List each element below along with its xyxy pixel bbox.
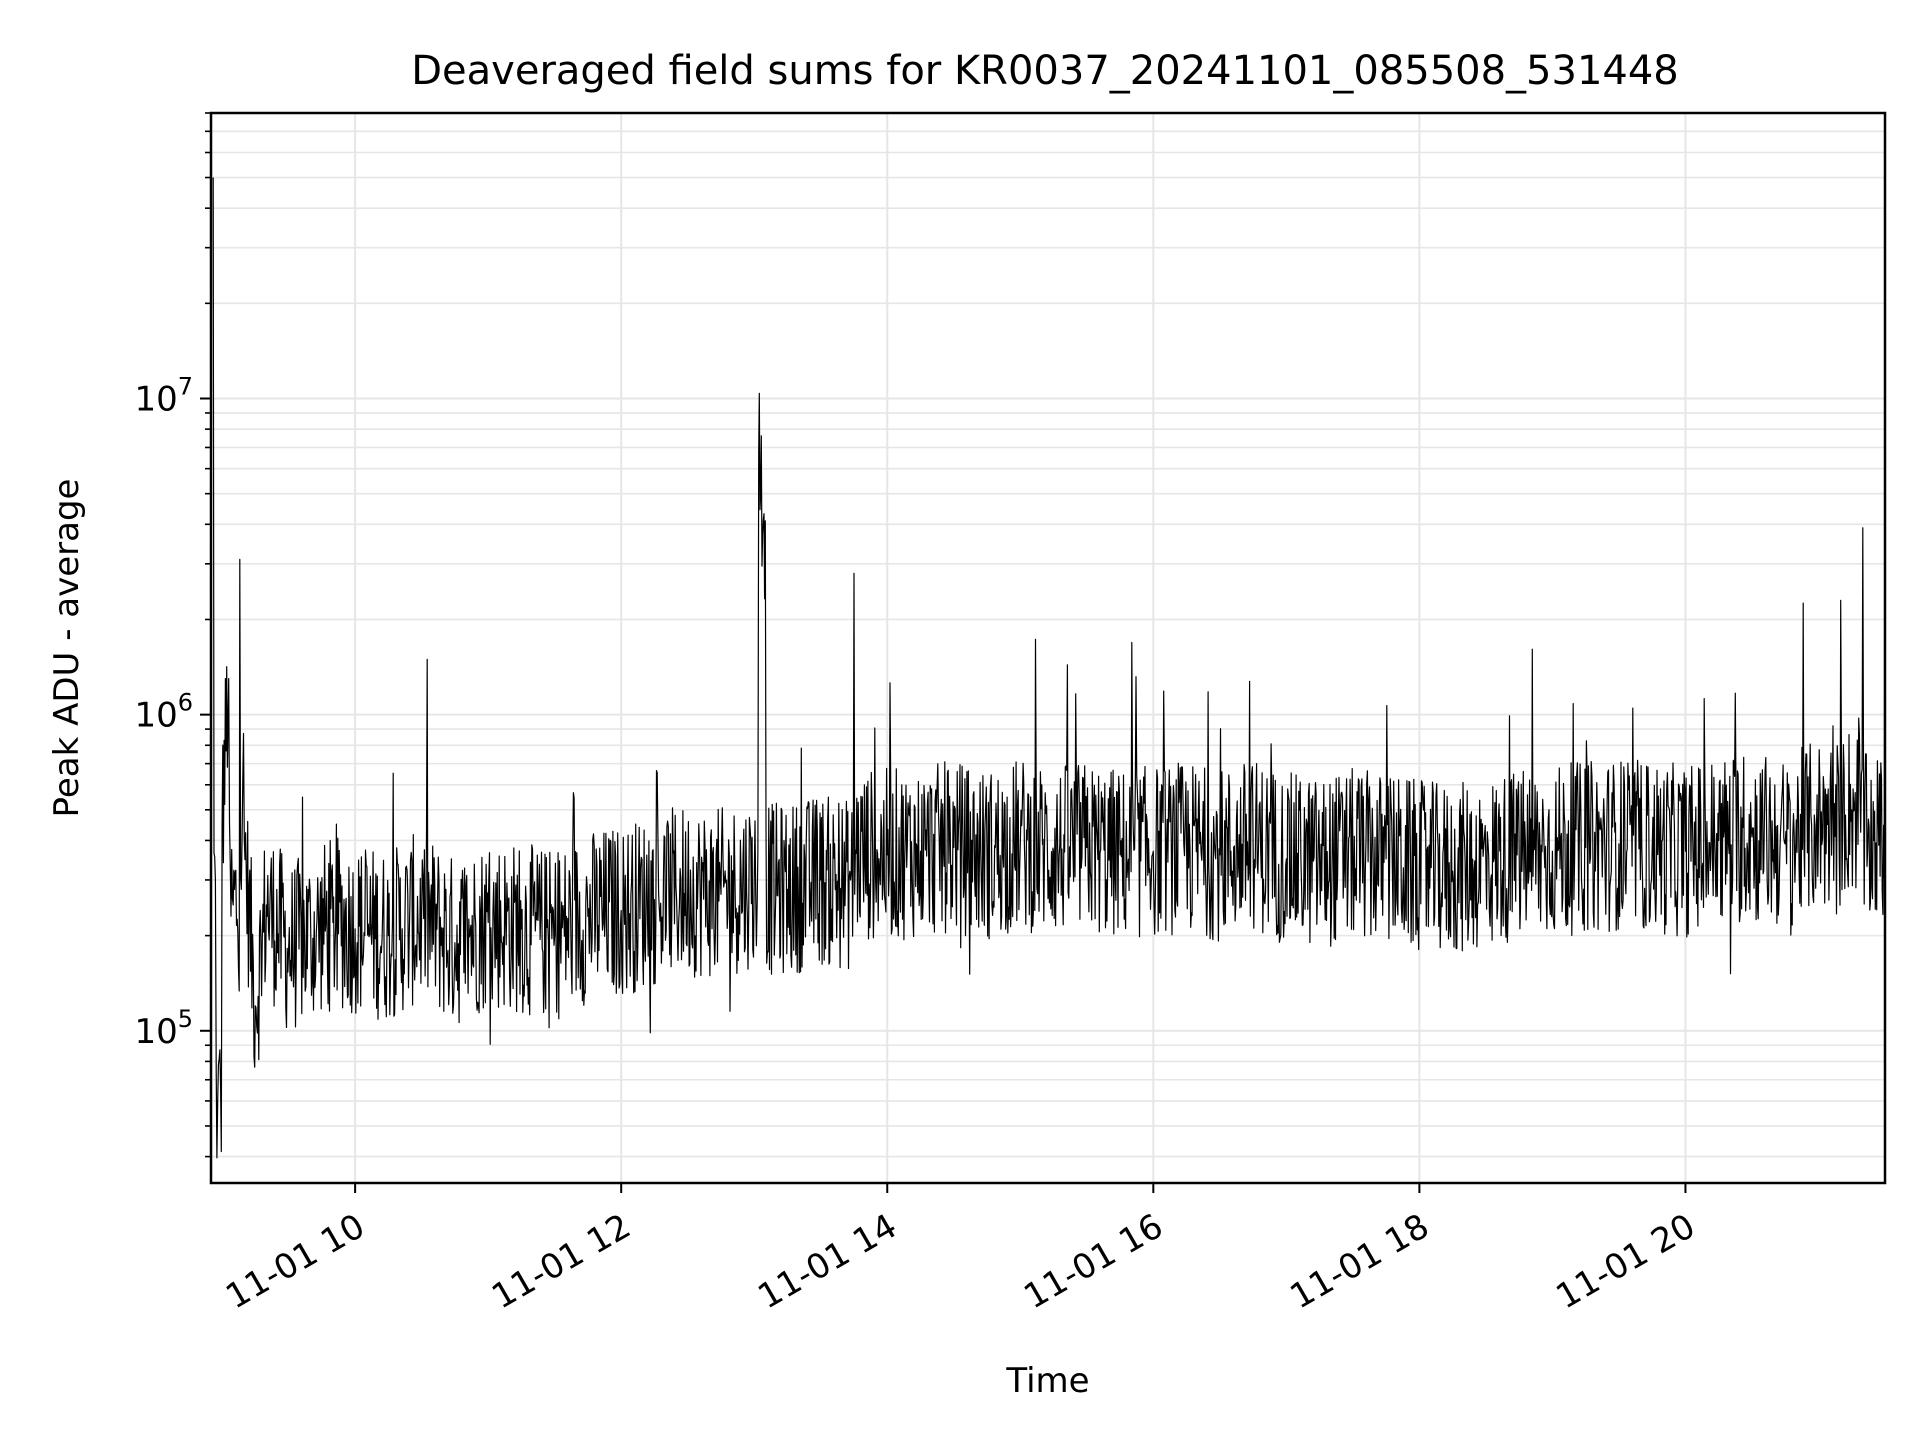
- series-group: [212, 177, 1886, 1159]
- x-axis-label: Time: [1005, 1361, 1089, 1401]
- grid: [211, 112, 1885, 1183]
- y-ticks: 105 106 107: [134, 112, 211, 1158]
- y-tick-label: 107: [134, 373, 193, 420]
- chart-title: Deaveraged field sums for KR0037_2024110…: [411, 48, 1679, 94]
- y-axis-label: Peak ADU - average: [47, 479, 87, 818]
- y-tick-label: 106: [134, 689, 193, 736]
- series-line: [212, 177, 1886, 1159]
- plot-frame: [209, 111, 1887, 1185]
- y-tick-label: 105: [134, 1005, 193, 1052]
